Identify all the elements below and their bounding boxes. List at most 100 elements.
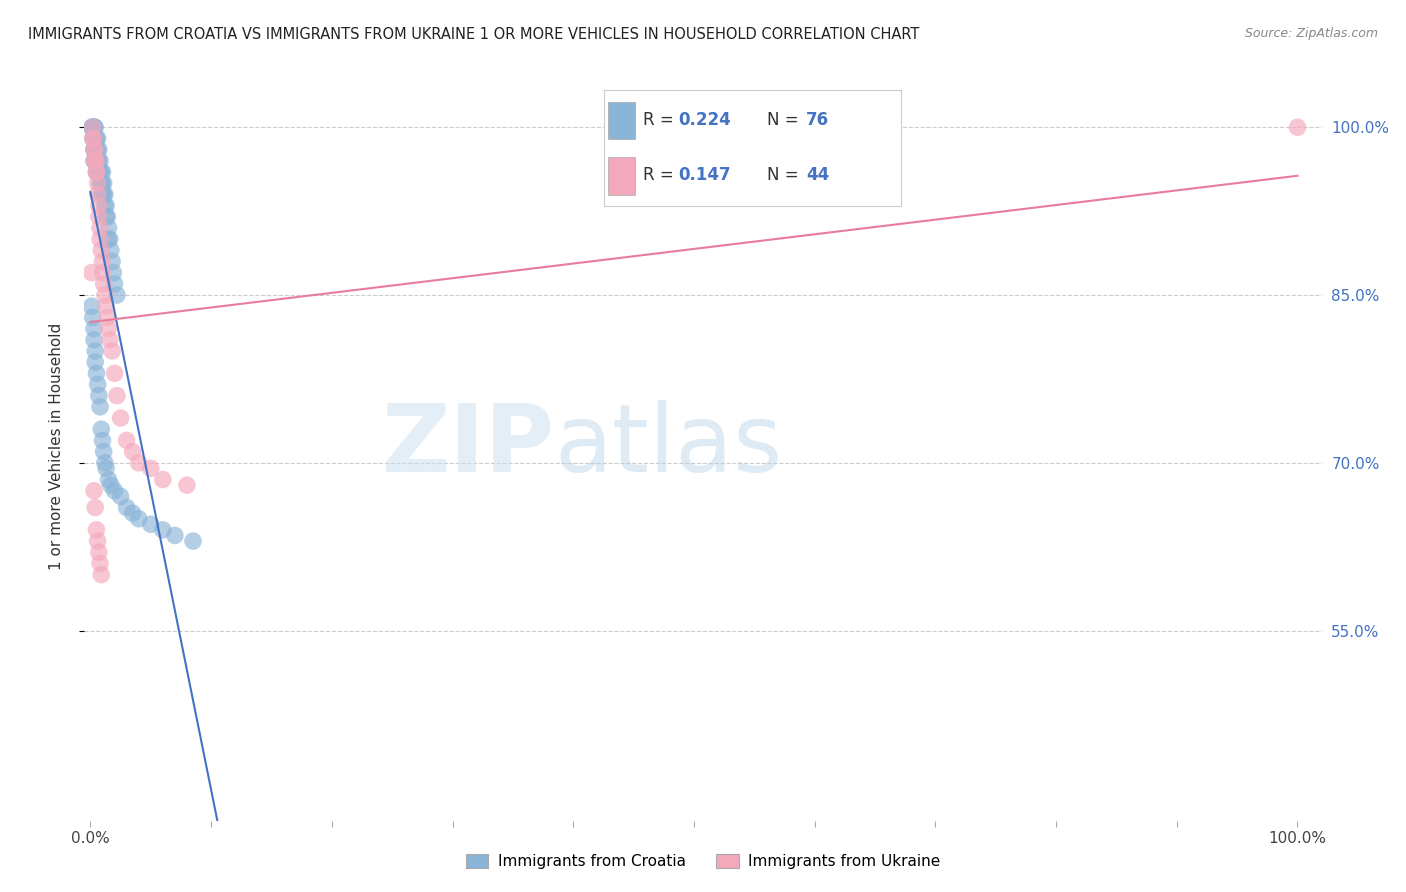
Point [90,567,112,582]
Point [83,153,105,168]
Point [181,534,204,549]
Point [89,232,111,246]
Point [83,131,105,145]
Point [96,310,118,325]
Point [86,534,108,549]
Point [91,434,114,448]
Point [86,165,108,179]
Point [83,120,105,135]
Point [152,473,174,487]
Point [103,483,125,498]
Point [94,288,117,302]
Point [128,456,150,470]
Point [82,120,104,135]
Point [86,187,108,202]
Point [84,120,107,135]
Point [87,198,110,212]
Point [93,176,115,190]
Point [86,143,108,157]
Point [87,210,110,224]
Point [94,210,117,224]
Point [110,489,132,503]
Point [97,221,120,235]
Point [84,143,107,157]
Point [93,277,115,291]
Point [89,176,111,190]
Point [96,210,118,224]
Point [94,187,117,202]
Point [139,517,162,532]
Point [83,143,105,157]
Point [84,355,107,369]
Point [83,153,105,168]
Point [93,187,115,202]
Point [82,120,104,135]
Point [87,165,110,179]
Point [83,143,105,157]
Point [83,321,105,335]
Point [128,511,150,525]
Point [94,461,117,475]
Text: atlas: atlas [554,400,783,492]
Point [176,478,198,492]
Legend: Immigrants from Croatia, Immigrants from Ukraine: Immigrants from Croatia, Immigrants from… [460,847,946,875]
Point [89,400,111,414]
Point [101,343,124,358]
Point [87,143,110,157]
Point [82,120,104,135]
Point [89,221,111,235]
Point [84,153,107,168]
Point [86,153,108,168]
Point [97,321,120,335]
Point [94,456,117,470]
Point [84,500,107,515]
Point [91,165,114,179]
Point [91,176,114,190]
Point [86,377,108,392]
Point [100,478,122,492]
Point [101,254,124,268]
Point [83,483,105,498]
Point [82,120,104,135]
Point [97,232,120,246]
Point [163,528,186,542]
Point [98,232,121,246]
Point [83,333,105,347]
Point [86,153,108,168]
Point [110,411,132,425]
Point [91,266,114,280]
Point [103,367,125,381]
Point [84,343,107,358]
Point [152,523,174,537]
Point [105,389,128,403]
Point [91,254,114,268]
Point [83,131,105,145]
Point [94,299,117,313]
Point [83,143,105,157]
Point [84,153,107,168]
Point [83,120,105,135]
Text: ZIP: ZIP [381,400,554,492]
Text: IMMIGRANTS FROM CROATIA VS IMMIGRANTS FROM UKRAINE 1 OR MORE VEHICLES IN HOUSEHO: IMMIGRANTS FROM CROATIA VS IMMIGRANTS FR… [28,27,920,42]
Point [86,131,108,145]
Point [90,165,112,179]
Text: Source: ZipAtlas.com: Source: ZipAtlas.com [1244,27,1378,40]
Point [90,176,112,190]
Point [115,434,138,448]
Point [80,299,103,313]
Point [80,266,103,280]
Point [105,288,128,302]
Point [89,557,111,571]
Point [89,165,111,179]
Point [90,422,112,436]
Point [89,153,111,168]
Point [82,131,104,145]
Y-axis label: 1 or more Vehicles in Household: 1 or more Vehicles in Household [49,322,63,570]
Point [86,153,108,168]
Point [1286,120,1309,135]
Point [93,444,115,458]
Point [90,187,112,202]
Point [82,131,104,145]
Point [82,310,104,325]
Point [84,143,107,157]
